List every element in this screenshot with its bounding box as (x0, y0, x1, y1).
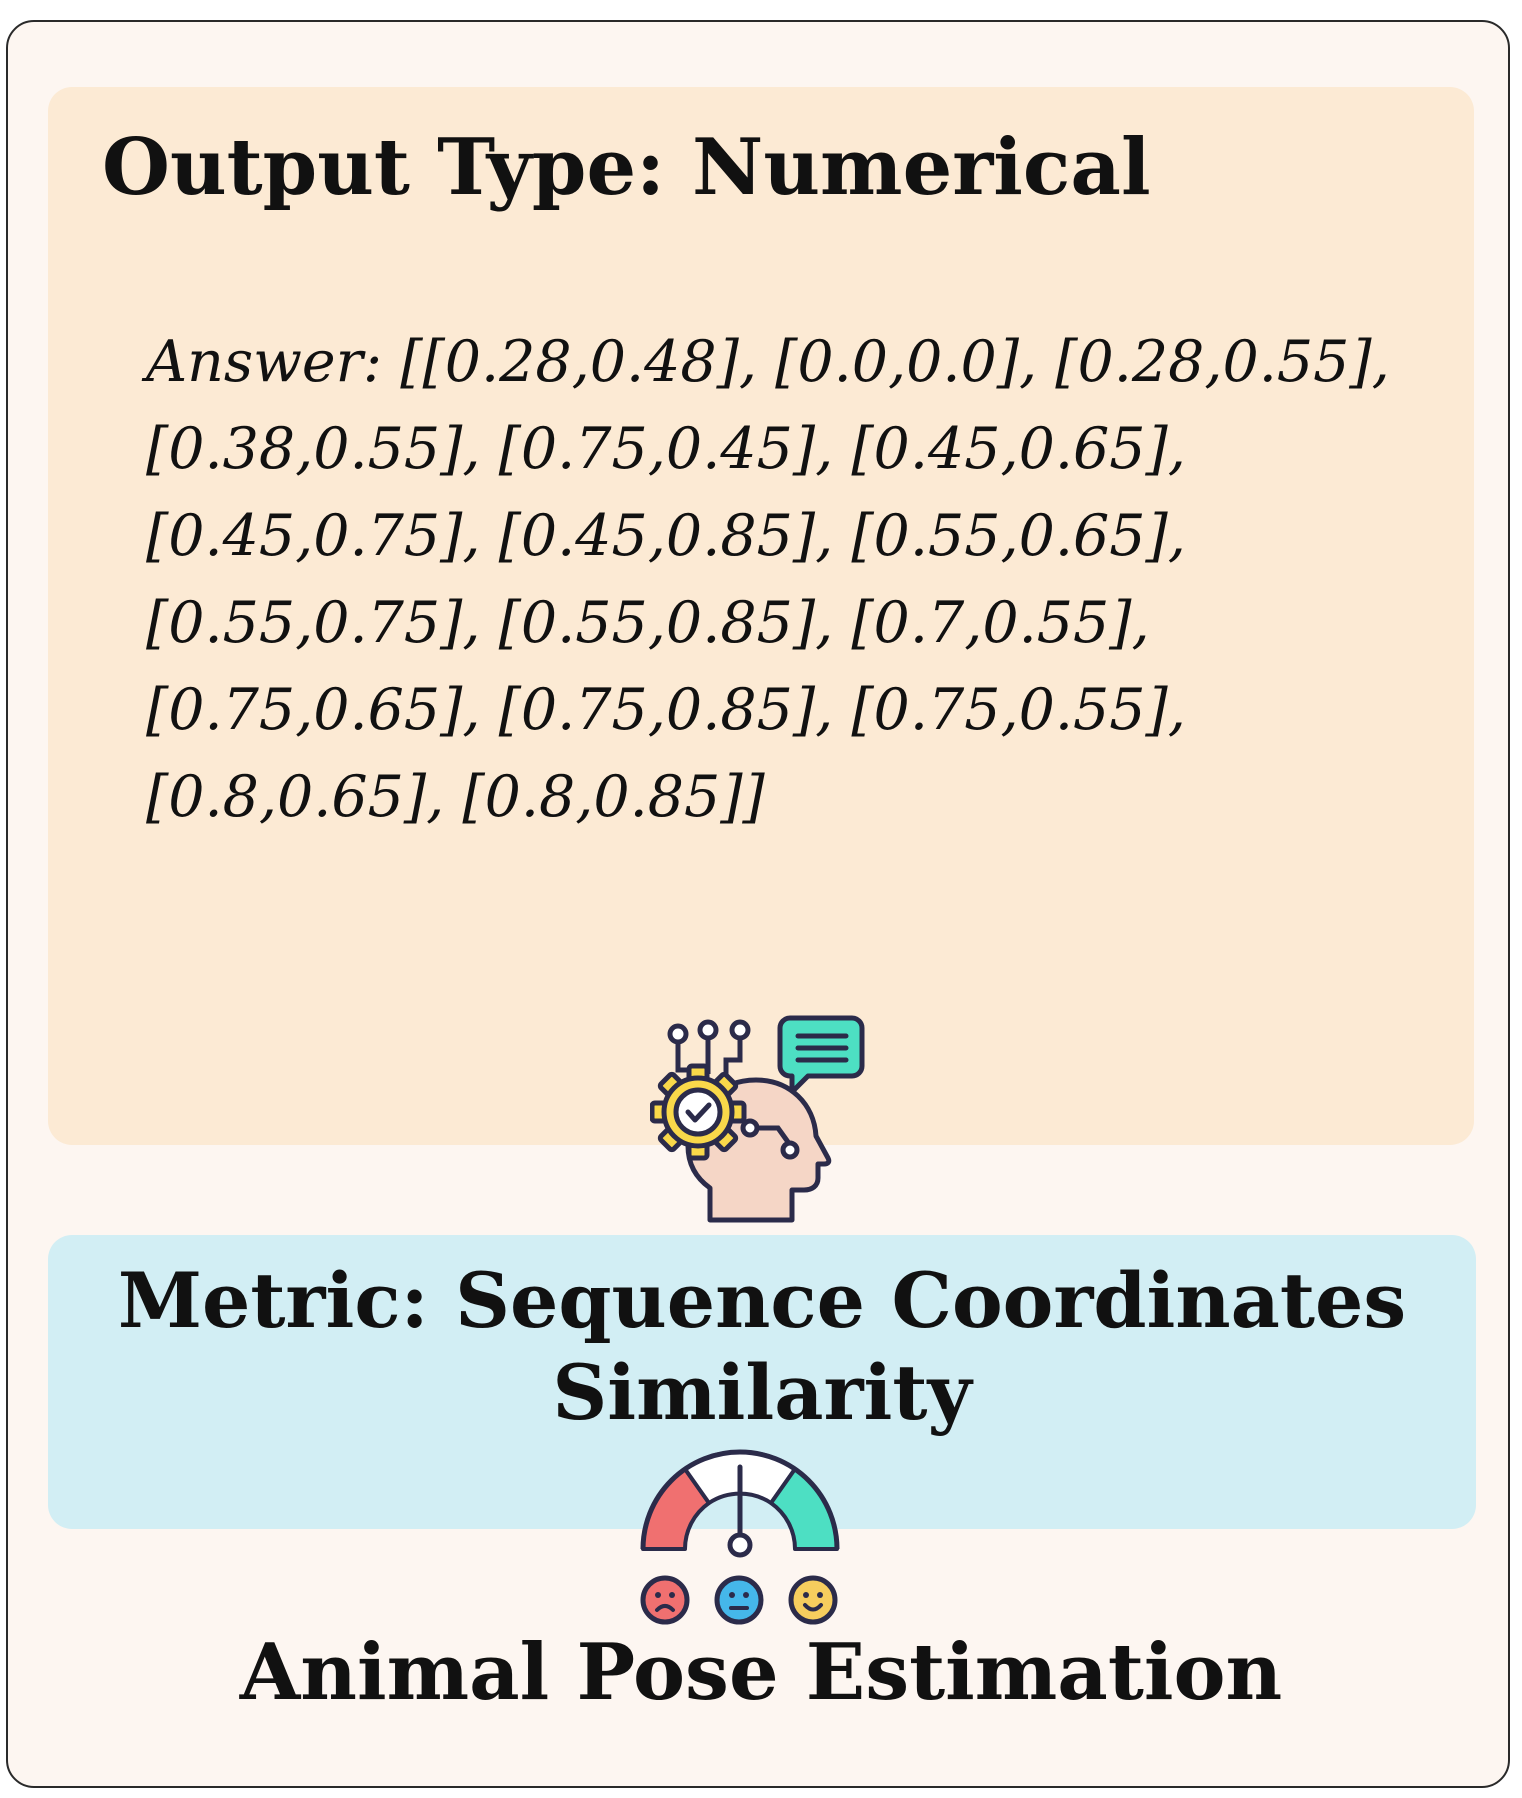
answer-line: [0.55,0.75], [0.55,0.85], [0.7,0.55], (146, 590, 1150, 656)
output-panel: Output Type: Numerical Answer: [[0.28,0.… (48, 87, 1474, 1145)
answer-line: [0.75,0.65], [0.75,0.85], [0.75,0.55], (146, 677, 1186, 743)
answer-line: [0.38,0.55], [0.75,0.45], [0.45,0.65], (146, 416, 1186, 482)
answer-line: [0.8,0.65], [0.8,0.85]] (146, 764, 765, 830)
answer-line: Answer: [[0.28,0.48], [0.0,0.0], [0.28,0… (146, 329, 1390, 395)
output-type-title: Output Type: Numerical (102, 122, 1151, 213)
answer-line: [0.45,0.75], [0.45,0.85], [0.55,0.65], (146, 503, 1186, 569)
satisfaction-gauge-icon (640, 1449, 840, 1625)
ai-head-gear-icon (650, 1015, 865, 1223)
answer-text: Answer: [[0.28,0.48], [0.0,0.0], [0.28,0… (146, 319, 1390, 841)
metric-title-line: Similarity (552, 1348, 972, 1437)
metric-title-line: Metric: Sequence Coordinates (117, 1256, 1407, 1345)
metric-title: Metric: Sequence Coordinates Similarity (48, 1255, 1476, 1439)
task-title: Animal Pose Estimation (239, 1627, 1283, 1718)
